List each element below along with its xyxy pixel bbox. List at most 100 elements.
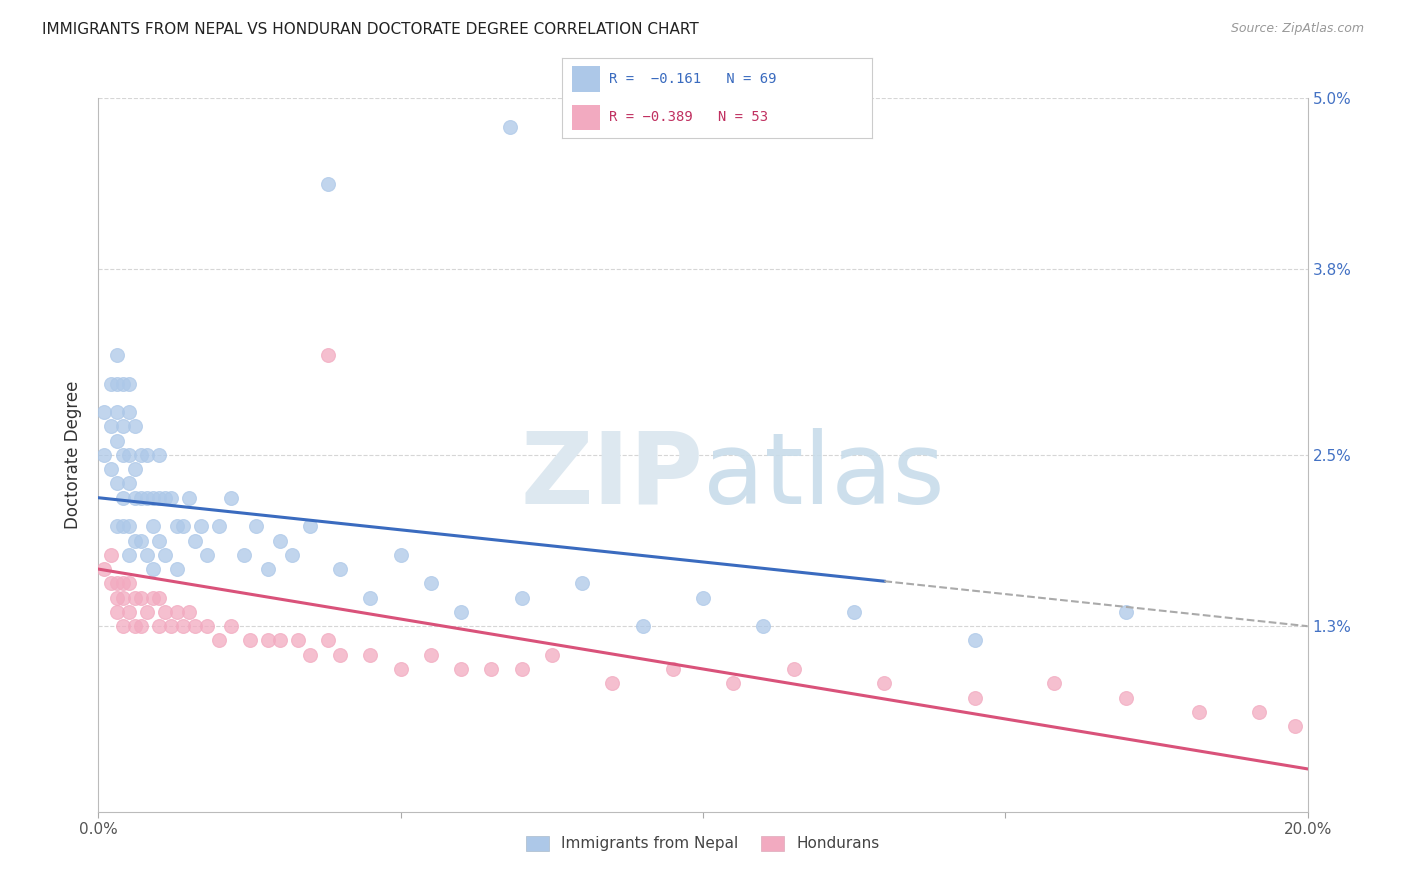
Point [142,519,165,533]
Point [105,591,128,605]
Point [100,376,122,391]
Point [124,491,146,505]
Point [965,690,987,705]
Point [100,548,122,562]
Point [450,662,472,676]
Point [245,519,267,533]
Point [281,548,304,562]
Point [420,576,443,591]
Point [118,476,141,491]
Point [166,519,188,533]
Point [287,633,309,648]
Point [118,548,141,562]
Point [389,548,412,562]
Point [111,591,134,605]
Point [329,562,352,576]
Point [124,619,146,633]
Point [184,619,207,633]
Point [256,562,278,576]
Point [184,533,207,548]
Point [420,648,443,662]
Point [111,519,134,533]
Point [723,676,745,690]
Text: atlas: atlas [703,428,945,524]
Point [232,548,254,562]
Point [783,662,806,676]
Point [129,448,152,462]
Point [316,177,339,191]
Point [135,548,157,562]
Point [540,648,562,662]
Point [389,662,412,676]
Point [195,548,218,562]
Point [269,633,291,648]
Point [190,519,212,533]
Point [124,462,146,476]
Point [135,605,157,619]
Point [105,605,128,619]
Point [172,619,194,633]
Point [124,533,146,548]
Point [316,348,339,362]
Point [239,633,262,648]
Text: R =  −0.161   N = 69: R = −0.161 N = 69 [609,72,776,86]
Point [111,419,134,434]
Point [153,491,176,505]
Point [142,562,165,576]
Point [105,519,128,533]
Point [172,519,194,533]
Point [160,619,183,633]
Point [208,633,231,648]
Text: Source: ZipAtlas.com: Source: ZipAtlas.com [1230,22,1364,36]
Point [965,633,987,648]
Point [124,591,146,605]
Point [873,676,896,690]
Point [118,576,141,591]
Point [105,576,128,591]
Point [111,376,134,391]
Point [256,633,278,648]
Point [153,548,176,562]
Point [299,519,322,533]
Point [148,448,170,462]
Point [481,662,503,676]
Point [571,576,593,591]
Point [1115,605,1137,619]
Point [1188,705,1211,719]
Point [195,619,218,633]
Point [135,448,157,462]
Point [153,605,176,619]
Point [93,448,115,462]
Point [100,419,122,434]
Point [148,491,170,505]
Point [142,491,165,505]
Point [160,491,183,505]
Point [752,619,775,633]
Point [129,533,152,548]
Point [269,533,291,548]
Point [124,419,146,434]
Point [316,633,339,648]
Point [135,491,157,505]
Point [179,605,201,619]
Point [1249,705,1271,719]
Point [100,576,122,591]
Point [129,491,152,505]
Point [111,491,134,505]
Point [100,462,122,476]
Text: R = −0.389   N = 53: R = −0.389 N = 53 [609,111,768,124]
Point [111,619,134,633]
Point [105,376,128,391]
Point [111,448,134,462]
Point [166,605,188,619]
Point [129,591,152,605]
Point [111,576,134,591]
Point [510,591,533,605]
Point [498,120,520,134]
Point [148,591,170,605]
Legend: Immigrants from Nepal, Hondurans: Immigrants from Nepal, Hondurans [520,830,886,857]
Point [105,476,128,491]
Point [360,648,382,662]
Point [221,491,243,505]
Point [221,619,243,633]
